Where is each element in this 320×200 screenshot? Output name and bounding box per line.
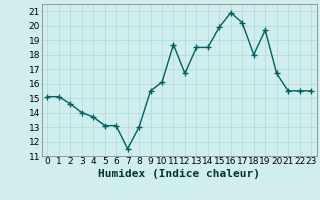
X-axis label: Humidex (Indice chaleur): Humidex (Indice chaleur) — [98, 169, 260, 179]
